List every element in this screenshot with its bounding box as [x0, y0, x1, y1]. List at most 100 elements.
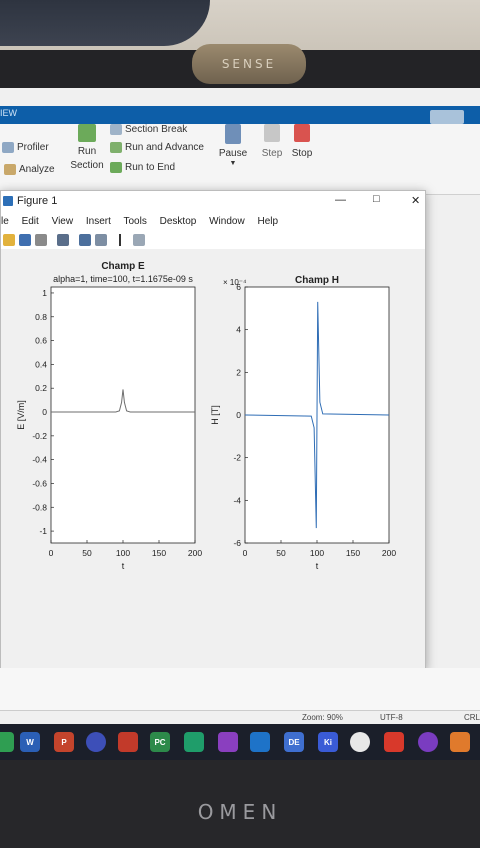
run-section-label-2: Section: [70, 160, 104, 171]
webcam-cover: SENSE: [192, 44, 306, 84]
step-icon: [264, 124, 280, 142]
app-icon-orange[interactable]: [450, 732, 470, 752]
chrome-icon[interactable]: [350, 732, 370, 752]
menu-window[interactable]: Window: [209, 216, 245, 227]
e-axes-box: [50, 286, 196, 544]
e-y-tick-label: 0: [42, 407, 47, 417]
figure-menu-bar: le Edit View Insert Tools Desktop Window…: [1, 213, 425, 231]
figure-canvas: Champ E alpha=1, time=100, t=1.1675e-09 s…: [16, 261, 396, 571]
print-icon[interactable]: [35, 234, 47, 246]
h-y-tick-label: -2: [233, 453, 241, 463]
e-y-tick-label: -0.2: [32, 431, 47, 441]
h-y-tick-label: 2: [236, 367, 241, 377]
ribbon-toolstrip: Profiler Analyze Run Section Section Bre…: [0, 124, 480, 195]
pycharm-icon[interactable]: PC: [150, 732, 170, 752]
app-icon-red[interactable]: [118, 732, 138, 752]
run-and-advance-label: Run and Advance: [125, 142, 204, 154]
h-y-tick-label: -6: [233, 538, 241, 548]
pycharm-icon-label: PC: [154, 737, 166, 747]
matlab-icon[interactable]: [384, 732, 404, 752]
kimi-icon-label: Ki: [324, 737, 332, 747]
section-break-icon: [110, 124, 122, 135]
insert-colorbar-icon[interactable]: [79, 234, 91, 246]
e-chart-title: Champ E: [101, 261, 145, 272]
link-plot-icon[interactable]: [57, 234, 69, 246]
search-box[interactable]: [430, 110, 464, 124]
section-break-button[interactable]: Section Break: [110, 124, 187, 135]
maximize-button[interactable]: □: [373, 193, 380, 205]
e-y-tick-label: -1: [39, 526, 47, 536]
pointer-icon[interactable]: [119, 234, 129, 246]
e-x-tick-label: 200: [188, 548, 202, 558]
menu-help[interactable]: Help: [257, 216, 279, 227]
run-to-end-icon: [110, 162, 122, 173]
run-and-advance-button[interactable]: Run and Advance: [110, 142, 204, 153]
ide-icon-purple[interactable]: [218, 732, 238, 752]
menu-desktop[interactable]: Desktop: [159, 216, 197, 227]
run-to-end-label: Run to End: [125, 162, 176, 174]
stop-button[interactable]: Stop: [288, 124, 316, 159]
menu-edit[interactable]: Edit: [21, 216, 39, 227]
e-chart-subtitle: alpha=1, time=100, t=1.1675e-09 s: [53, 274, 193, 284]
ide-icon-green[interactable]: [184, 732, 204, 752]
step-button[interactable]: Step: [258, 124, 286, 159]
github-icon[interactable]: [418, 732, 438, 752]
pause-button[interactable]: Pause ▼: [218, 124, 248, 167]
h-y-tick-label: 6: [236, 282, 241, 292]
profiler-icon: [2, 142, 14, 153]
stop-label: Stop: [291, 148, 313, 159]
insert-legend-icon[interactable]: [95, 234, 107, 246]
menu-tools[interactable]: Tools: [123, 216, 147, 227]
taskbar: W P PC DE Ki: [0, 724, 480, 760]
run-to-end-button[interactable]: Run to End: [110, 162, 175, 173]
h-y-tick-label: 0: [236, 410, 241, 420]
line-ending-status: CRL: [464, 713, 480, 722]
open-file-icon[interactable]: [3, 234, 15, 246]
h-y-tick-label: -4: [233, 495, 241, 505]
ribbon-tab-view[interactable]: IEW: [0, 108, 17, 118]
vscode-icon[interactable]: [250, 732, 270, 752]
profiler-button[interactable]: Profiler: [2, 142, 49, 153]
e-y-tick-label: -0.6: [32, 478, 47, 488]
zoom-status: Zoom: 90%: [302, 713, 343, 722]
close-button[interactable]: ✕: [411, 195, 421, 207]
ribbon-tab-bar: [0, 106, 480, 124]
figure-icon: [3, 196, 13, 206]
h-y-exponent: × 10⁻⁴: [223, 278, 247, 287]
property-inspector-icon[interactable]: [133, 234, 145, 246]
analyze-icon: [4, 164, 16, 175]
word-icon[interactable]: W: [20, 732, 40, 752]
word-icon-label: W: [26, 737, 34, 747]
powerpoint-icon[interactable]: P: [54, 732, 74, 752]
e-series-line: [51, 389, 195, 413]
e-y-tick-label: 0.6: [35, 336, 47, 346]
e-x-tick-label: 0: [49, 548, 54, 558]
analyze-button[interactable]: Analyze: [4, 164, 55, 175]
figure-toolbar: [1, 231, 425, 249]
h-y-axis-label: H [T]: [210, 405, 220, 425]
save-icon[interactable]: [19, 234, 31, 246]
pause-icon: [225, 124, 241, 144]
run-section-button[interactable]: Run Section: [70, 124, 104, 171]
status-bar: Zoom: 90% UTF-8 CRL: [0, 710, 480, 724]
e-x-axis-label: t: [122, 561, 125, 571]
h-y-tick-label: 4: [236, 325, 241, 335]
run-section-label-1: Run: [77, 146, 97, 157]
menu-file[interactable]: le: [1, 216, 9, 227]
h-x-tick-label: 200: [382, 548, 396, 558]
run-and-advance-icon: [110, 142, 122, 153]
menu-view[interactable]: View: [51, 216, 74, 227]
ide-icon-blue[interactable]: DE: [284, 732, 304, 752]
menu-insert[interactable]: Insert: [85, 216, 111, 227]
kimi-icon[interactable]: Ki: [318, 732, 338, 752]
stop-icon: [294, 124, 310, 142]
e-y-tick-label: 0.8: [35, 312, 47, 322]
minimize-button[interactable]: —: [335, 194, 346, 206]
h-series-line: [244, 301, 390, 529]
app-icon[interactable]: [0, 732, 14, 752]
figure-title-bar[interactable]: Figure 1 — □ ✕: [1, 191, 425, 213]
figure-window[interactable]: Figure 1 — □ ✕ le Edit View Insert Tools…: [0, 190, 426, 670]
pause-dropdown-icon[interactable]: ▼: [229, 160, 237, 167]
brand-logo: OMEN: [197, 800, 283, 824]
discord-icon[interactable]: [86, 732, 106, 752]
